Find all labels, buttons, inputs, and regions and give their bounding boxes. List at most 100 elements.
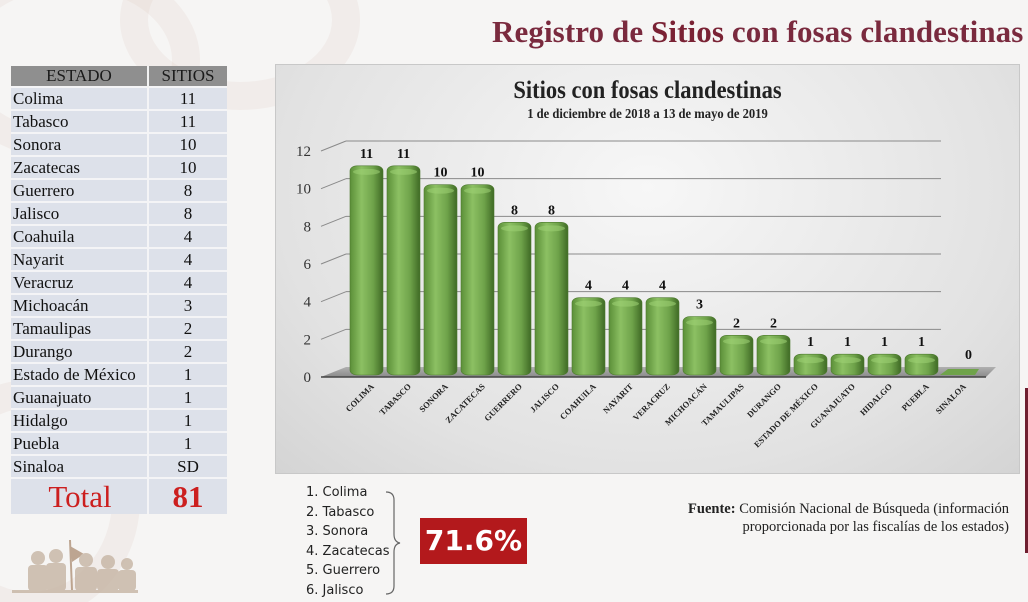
estado-cell: Puebla [11, 431, 149, 455]
estado-cell: Coahuila [11, 224, 149, 248]
bar: 8 [497, 203, 532, 376]
table-row: Veracruz 4 [11, 270, 227, 294]
top-states-list: 1. Colima 2. Tabasco 3. Sonora 4. Zacate… [306, 483, 390, 600]
table-header-row: ESTADO SITIOS [11, 66, 227, 87]
bar: 1 [904, 335, 939, 376]
sitios-cell: 2 [148, 339, 227, 363]
table-row: Nayarit 4 [11, 247, 227, 271]
data-label: 0 [965, 348, 972, 363]
data-label: 1 [918, 335, 925, 350]
bar: 2 [756, 316, 791, 376]
x-tick-label: COAHUILA [558, 381, 599, 422]
data-label: 4 [585, 279, 592, 294]
estado-cell: Tabasco [11, 109, 149, 133]
estado-cell: Colima [11, 86, 149, 110]
table-row: Guerrero 8 [11, 178, 227, 202]
bar: 4 [571, 279, 606, 376]
x-tick-label: DURANGO [745, 381, 783, 419]
column-header-sitios: SITIOS [148, 66, 227, 87]
table-row: Guanajuato 1 [11, 385, 227, 409]
list-item: 4. Zacatecas [306, 543, 390, 559]
y-tick-label: 8 [304, 219, 312, 235]
sitios-cell: 10 [148, 155, 227, 179]
table-row: Puebla 1 [11, 431, 227, 455]
x-tick-label: SINALOA [933, 381, 968, 416]
list-item: 3. Sonora [306, 524, 369, 539]
x-tick-label: SONORA [417, 381, 450, 414]
y-tick-label: 0 [304, 370, 312, 386]
bar: 2 [719, 316, 754, 376]
x-tick-label: JALISCO [528, 381, 561, 414]
chart-subtitle: 1 de diciembre de 2018 a 13 de mayo de 2… [527, 107, 768, 122]
total-label: Total [11, 477, 149, 514]
estado-cell: Sonora [11, 132, 149, 156]
y-tick-label: 6 [304, 257, 312, 273]
estado-cell: Veracruz [11, 270, 149, 294]
sitios-cell: 8 [148, 178, 227, 202]
sitios-cell: 11 [148, 86, 227, 110]
data-label: 10 [434, 166, 448, 181]
x-tick-label: ESTADO DE MÉXICO [752, 381, 820, 449]
data-label: 10 [471, 166, 485, 181]
column-header-estado: ESTADO [11, 66, 149, 87]
chart-title: Sitios con fosas clandestinas [513, 77, 782, 104]
page-title: Registro de Sitios con fosas clandestina… [492, 14, 1024, 49]
chart-panel: Sitios con fosas clandestinas 1 de dicie… [275, 64, 1020, 474]
bar: 8 [534, 203, 569, 376]
data-label: 11 [397, 147, 410, 162]
sitios-cell: 4 [148, 247, 227, 271]
table-row: Sonora 10 [11, 132, 227, 156]
data-label: 2 [770, 316, 777, 331]
y-tick-label: 4 [304, 295, 312, 311]
sitios-cell: 4 [148, 270, 227, 294]
table-row: Coahuila 4 [11, 224, 227, 248]
table-row: Zacatecas 10 [11, 155, 227, 179]
estado-cell: Guerrero [11, 178, 149, 202]
y-tick-label: 12 [296, 144, 311, 160]
data-label: 11 [360, 147, 373, 162]
estado-cell: Jalisco [11, 201, 149, 225]
table-row: Tamaulipas 2 [11, 316, 227, 340]
data-label: 2 [733, 316, 740, 331]
data-label: 4 [622, 279, 629, 294]
bar: 10 [423, 166, 458, 376]
table-row: Durango 2 [11, 339, 227, 363]
list-item: 1. Colima [306, 485, 368, 500]
bar: 1 [867, 335, 902, 376]
estado-cell: Nayarit [11, 247, 149, 271]
brace-icon [385, 491, 401, 595]
sitios-cell: 1 [148, 385, 227, 409]
sitios-cell: 10 [148, 132, 227, 156]
bar: 0 [940, 348, 979, 375]
x-tick-label: HIDALGO [858, 381, 894, 417]
bar: 4 [608, 279, 643, 376]
table-row: Tabasco 11 [11, 109, 227, 133]
x-tick-label: GUERRERO [482, 381, 524, 423]
table-row: Colima 11 [11, 86, 227, 110]
estado-cell: Durango [11, 339, 149, 363]
data-label: 8 [548, 203, 555, 218]
heroes-logo-icon [12, 540, 138, 593]
data-label: 3 [696, 298, 703, 313]
bar: 4 [645, 279, 680, 376]
table-row: Estado de México 1 [11, 362, 227, 386]
list-item: 2. Tabasco [306, 504, 375, 520]
estado-cell: Sinaloa [11, 454, 149, 478]
sitios-cell: 2 [148, 316, 227, 340]
total-value: 81 [148, 477, 227, 514]
states-table: ESTADO SITIOS Colima 11 Tabasco 11 Sonora 10 Z… [11, 66, 227, 514]
bar: 11 [349, 147, 384, 376]
sitios-cell: 1 [148, 362, 227, 386]
data-label: 1 [807, 335, 814, 350]
list-item: 5. Guerrero [306, 563, 381, 578]
source-note: Fuente: Comisión Nacional de Búsqueda (i… [688, 501, 1009, 535]
table-row: Michoacán 3 [11, 293, 227, 317]
table-row: Sinaloa SD [11, 454, 227, 478]
data-label: 1 [881, 335, 888, 350]
bar: 3 [682, 298, 717, 376]
estado-cell: Tamaulipas [11, 316, 149, 340]
sitios-cell: 4 [148, 224, 227, 248]
